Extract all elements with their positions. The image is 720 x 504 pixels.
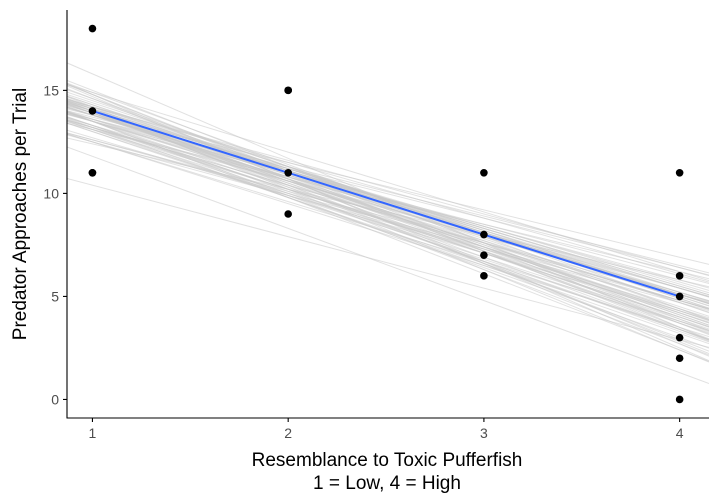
x-tick-label-1: 1 <box>89 425 97 441</box>
bootstrap-line-78 <box>67 98 709 303</box>
data-point-10 <box>480 230 488 239</box>
fit-line <box>92 110 680 298</box>
y-tick-label-0: 0 <box>51 391 59 407</box>
data-point-14 <box>675 272 684 280</box>
bootstrap-line-66 <box>67 129 709 320</box>
y-tick-label-15: 15 <box>43 82 59 98</box>
data-point-16 <box>675 333 684 342</box>
bootstrap-line-63 <box>67 101 709 326</box>
bootstrap-line-1 <box>67 146 709 384</box>
y-axis-title: Predator Approaches per Trial <box>10 88 31 340</box>
bootstrap-line-65 <box>67 122 709 334</box>
bootstrap-line-31 <box>67 111 709 356</box>
data-point-4 <box>88 168 97 177</box>
data-point-7 <box>284 168 292 177</box>
data-point-2 <box>88 107 97 115</box>
data-point-12 <box>480 272 488 280</box>
bootstrap-line-79 <box>67 113 709 310</box>
x-tick-label-2: 2 <box>284 425 292 441</box>
axes <box>66 10 709 419</box>
data-point-15 <box>675 292 684 301</box>
x-tick-label-4: 4 <box>676 425 684 441</box>
bootstrap-line-38 <box>67 134 709 312</box>
bootstrap-line-58 <box>67 85 709 357</box>
data-point-18 <box>675 395 684 404</box>
bootstrap-line-70 <box>67 93 709 305</box>
y-tick-label-5: 5 <box>51 288 59 304</box>
data-point-17 <box>675 354 684 363</box>
data-point-13 <box>675 168 684 177</box>
bootstrap-line-37 <box>67 133 709 331</box>
bootstrap-line-71 <box>67 103 709 328</box>
data-point-6 <box>284 86 292 95</box>
bootstrap-line-67 <box>67 112 709 276</box>
bootstrap-line-77 <box>67 100 709 305</box>
data-point-8 <box>284 210 292 218</box>
bootstrap-line-74 <box>67 120 709 332</box>
x-axis-title-line-1: Resemblance to Toxic Pufferfish <box>252 450 523 471</box>
bootstrap-line-73 <box>67 121 709 319</box>
bootstrap-line-64 <box>67 101 709 333</box>
bootstrap-line-59 <box>67 79 709 331</box>
y-tick-label-10: 10 <box>43 185 59 201</box>
ticks: 1 2 3 4 0 5 10 15 <box>43 82 683 441</box>
bootstrap-line-25 <box>67 99 709 283</box>
fit-line-layer <box>92 110 680 298</box>
bootstrap-line-72 <box>67 106 709 324</box>
x-tick-label-3: 3 <box>480 425 488 441</box>
data-point-1 <box>88 24 97 33</box>
x-axis-title-line-2: 1 = Low, 4 = High <box>313 473 461 494</box>
bootstrap-line-80 <box>67 122 709 340</box>
data-points <box>88 24 684 404</box>
data-point-11 <box>480 251 488 260</box>
bootstrap-line-69 <box>67 120 709 297</box>
data-point-9 <box>480 168 488 177</box>
bootstrap-lines <box>67 62 709 384</box>
